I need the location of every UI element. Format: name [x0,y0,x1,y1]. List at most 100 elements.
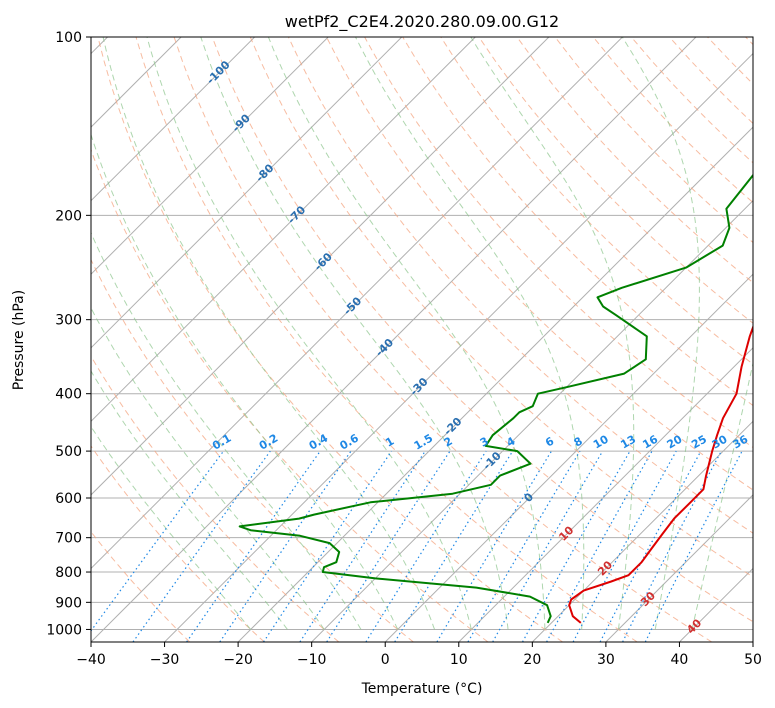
x-axis-label: Temperature (°C) [361,681,483,697]
mixing-ratio-line [132,450,271,642]
isotherm-line [91,37,623,570]
dry-adiabat [326,37,753,491]
mixing-ratio-label: 13 [618,433,638,452]
y-tick-label: 600 [55,491,82,507]
isotherm-label: 40 [684,616,704,636]
isotherm-line [458,347,753,642]
moist-adiabats [91,37,753,630]
dry-adiabat [669,37,753,125]
y-tick-label: 200 [55,208,82,224]
plot-frame [90,36,754,643]
x-tick-label: −30 [150,652,180,668]
mixing-ratio-line [262,450,392,642]
mixing-ratio-line [394,450,514,642]
moist-adiabat [267,37,546,630]
y-tick-label: 100 [55,30,82,46]
mixing-ratio-label: 6 [543,434,556,449]
dewpoint-line [238,173,753,624]
moist-adiabat [91,307,325,630]
x-tick-label: −40 [76,652,106,668]
mixing-ratio-label: 1 [383,435,396,450]
chart-title: wetPf2_C2E4.2020.280.09.00.G12 [285,12,559,32]
mixing-ratio-line [326,450,451,642]
isotherm-line [237,126,753,642]
dry-adiabat [97,37,563,642]
mixing-ratio-line [599,450,702,642]
dry-adiabat [440,37,753,365]
mixing-ratio-line [467,450,581,642]
dry-adiabat [91,531,191,642]
mixing-ratio-line [299,450,426,642]
dry-adiabat [135,37,638,642]
mixing-ratio-label: 25 [689,433,709,452]
x-tick-label: 0 [381,652,390,668]
isotherm-line [311,199,753,642]
dry-adiabat [249,37,753,578]
dry-adiabat [745,37,753,46]
isotherm-line [91,37,476,423]
dry-adiabat [211,37,753,623]
moist-adiabat [91,231,362,630]
mixing-ratio-label: 10 [591,432,611,451]
mixing-ratio-label: 1.5 [412,432,435,453]
temperature-line [568,324,753,624]
dry-adiabat [173,37,713,642]
moist-adiabat [102,37,436,630]
y-tick-label: 500 [55,444,82,460]
mixing-ratio-line [572,450,677,642]
mixing-ratio-label: 8 [572,435,585,450]
isotherm-line [91,37,697,642]
isotherm-line [752,641,753,642]
mixing-ratio-line [186,450,321,642]
mixing-ratio-line [365,450,487,642]
dry-adiabat [91,258,414,642]
moist-adiabat [91,133,399,630]
x-tick-label: 20 [523,652,541,668]
x-tick-label: 50 [744,652,762,668]
y-axis-ticks: 100 200 300 400 500 600 700 800 900 1000 [46,30,91,638]
x-tick-label: 10 [450,652,468,668]
x-axis-ticks: −40 −30 −20 −10 0 10 20 30 40 50 [76,642,762,668]
isotherm-line [679,567,753,642]
x-tick-label: −10 [297,652,327,668]
moist-adiabat [355,37,585,630]
isotherm-line [531,420,753,642]
y-tick-label: 300 [55,313,82,329]
x-tick-label: 30 [597,652,615,668]
isotherm-line [164,52,753,642]
dry-adiabat [592,37,753,204]
moist-adiabat [200,37,509,630]
y-tick-label: 1000 [46,622,82,638]
moist-adiabat [621,37,700,630]
mixing-ratio-label: 0.2 [257,432,280,453]
dry-adiabat [554,37,753,244]
mixing-ratio-line [219,450,352,642]
y-tick-label: 700 [55,531,82,547]
isotherm-line [384,273,753,642]
mixing-ratio-line [644,450,743,642]
x-tick-label: 40 [671,652,689,668]
mixing-ratio-label: 20 [665,432,685,451]
moist-adiabat [91,425,252,630]
mixing-ratio-lines [91,450,743,642]
dry-adiabat [91,148,489,642]
moist-adiabat [91,370,288,630]
y-tick-label: 400 [55,387,82,403]
dry-adiabat [91,355,340,642]
mixing-ratio-line [91,450,224,632]
moist-adiabat [470,37,635,630]
sounding-series [238,173,753,624]
dry-adiabat [707,37,753,85]
moist-adiabat [146,37,472,630]
x-tick-label: −20 [223,652,253,668]
dry-adiabat [91,445,265,642]
isotherm-line [91,37,550,496]
isotherm-line [605,494,753,642]
dry-adiabat [287,37,753,534]
grid [91,37,753,642]
y-axis-label: Pressure (hPa) [11,290,27,390]
y-tick-label: 800 [55,565,82,581]
isotherm-line [91,37,329,275]
